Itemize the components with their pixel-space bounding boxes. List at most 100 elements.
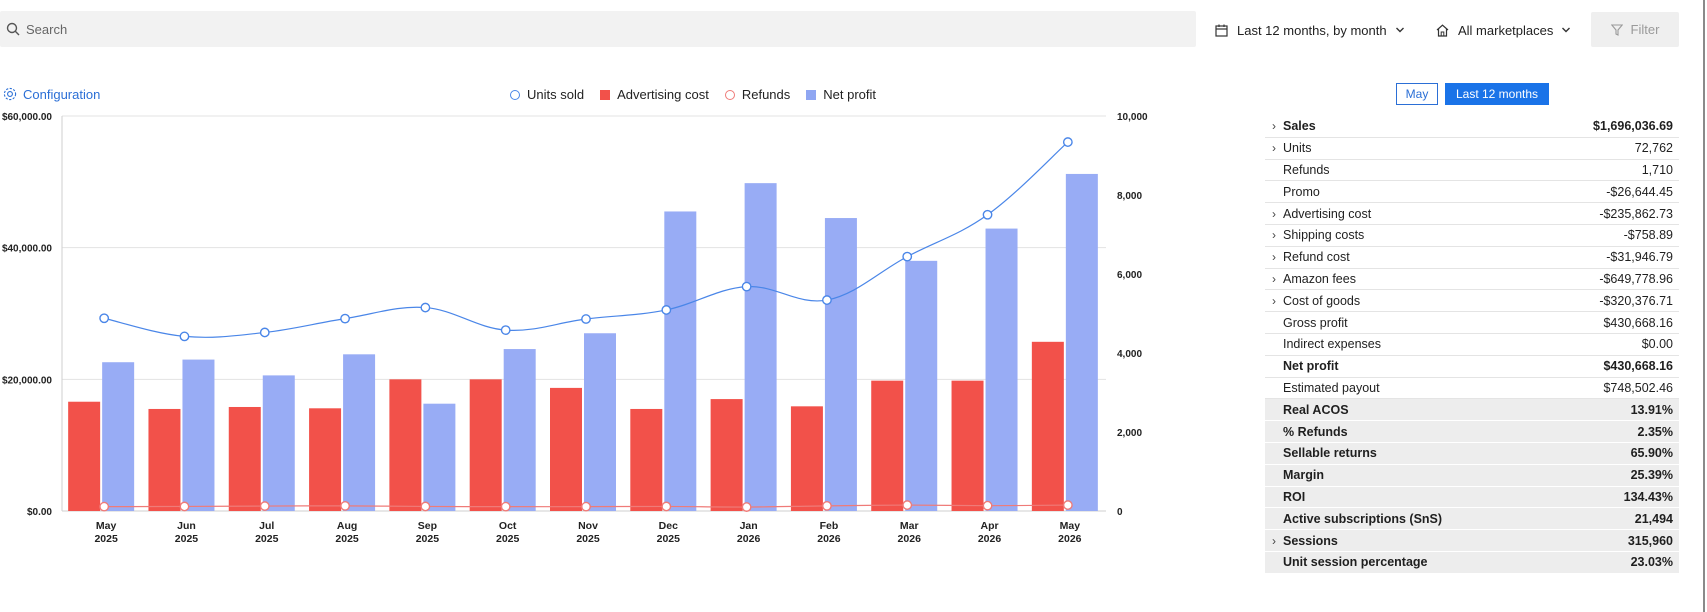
marketplace-dropdown[interactable]: All marketplaces — [1436, 18, 1571, 42]
summary-row-margin: Margin 25.39% — [1265, 464, 1679, 487]
point-units-sold — [340, 313, 350, 324]
summary-value: 2.35% — [1637, 424, 1673, 439]
point-refunds — [420, 501, 431, 512]
filter-icon — [1610, 23, 1623, 36]
summary-label: Amazon fees — [1283, 271, 1356, 286]
chevron-right-icon[interactable]: › — [1272, 271, 1276, 286]
chevron-right-icon[interactable]: › — [1272, 141, 1276, 156]
search-bar[interactable] — [0, 11, 1196, 47]
summary-label: Units — [1283, 141, 1312, 156]
summary-row-shipping-costs[interactable]: › Shipping costs -$758.89 — [1265, 225, 1679, 247]
legend-item-refunds[interactable]: Refunds — [724, 87, 790, 102]
chevron-down-icon — [1395, 27, 1404, 33]
x-tick-label-year: 2025 — [94, 533, 118, 545]
point-units-sold — [99, 313, 110, 324]
y-right-tick-label: 0 — [1117, 507, 1123, 518]
point-refunds — [99, 501, 110, 512]
bar-net-profit — [182, 359, 215, 511]
summary-row-sessions[interactable]: › Sessions 315,960 — [1265, 530, 1679, 552]
search-input[interactable] — [24, 20, 1128, 38]
bar-advertising-cost — [871, 380, 904, 511]
filter-button[interactable]: Filter — [1591, 12, 1679, 47]
summary-label: Indirect expenses — [1283, 337, 1381, 352]
summary-row-net-profit: Net profit $430,668.16 — [1265, 356, 1679, 378]
period-dropdown[interactable]: Last 12 months, by month — [1215, 18, 1405, 42]
y-right-tick-label: 4,000 — [1117, 349, 1142, 360]
summary-label: Sellable returns — [1283, 446, 1377, 461]
chevron-right-icon[interactable]: › — [1272, 119, 1276, 134]
summary-label: % Refunds — [1283, 424, 1348, 439]
y-right-tick-label: 2,000 — [1117, 428, 1142, 439]
summary-value: -$758.89 — [1623, 228, 1673, 243]
point-units-sold — [179, 331, 190, 342]
point-units-sold — [500, 325, 511, 335]
summary-label: Estimated payout — [1283, 380, 1380, 395]
bar-net-profit — [584, 333, 616, 511]
point-refunds — [902, 500, 913, 510]
x-tick-label-month: Nov — [578, 520, 598, 532]
legend-item-advertising-cost[interactable]: Advertising cost — [600, 87, 709, 102]
point-units-sold — [902, 251, 913, 262]
summary-value: 134.43% — [1623, 489, 1673, 504]
summary-row-advertising-cost[interactable]: › Advertising cost -$235,862.73 — [1265, 203, 1679, 225]
summary-row-cost-of-goods[interactable]: › Cost of goods -$320,376.71 — [1265, 290, 1679, 313]
x-tick-label-month: Mar — [900, 520, 919, 532]
x-tick-label-month: May — [96, 520, 117, 532]
summary-label: Margin — [1283, 468, 1324, 483]
bar-advertising-cost — [228, 406, 261, 511]
chevron-right-icon[interactable]: › — [1272, 293, 1276, 308]
legend-item-units-sold[interactable]: Units sold — [510, 87, 584, 102]
summary-value: -$320,376.71 — [1599, 293, 1673, 308]
bar-advertising-cost — [951, 380, 984, 511]
point-units-sold — [420, 302, 431, 313]
summary-row-sellable-returns: Sellable returns 65.90% — [1265, 442, 1679, 465]
bar-advertising-cost — [469, 379, 502, 511]
toggle-last-12-months[interactable]: Last 12 months — [1445, 83, 1549, 105]
home-icon — [1436, 23, 1449, 37]
x-tick-label-year: 2026 — [817, 533, 841, 545]
summary-table: › Sales $1,696,036.69 › Units 72,762 Refunds 1,… — [1265, 116, 1679, 574]
summary-value: 65.90% — [1630, 446, 1673, 461]
x-tick-label-year: 2026 — [1058, 533, 1082, 545]
bar-advertising-cost — [710, 399, 743, 511]
summary-label: Promo — [1283, 184, 1320, 199]
chevron-right-icon[interactable]: › — [1272, 533, 1276, 548]
x-tick-label-year: 2025 — [175, 533, 199, 545]
configuration-link[interactable]: Configuration — [2, 86, 100, 102]
toggle-may[interactable]: May — [1396, 83, 1438, 105]
calendar-icon — [1215, 24, 1228, 37]
x-tick-label-year: 2025 — [657, 533, 681, 545]
x-tick-label-year: 2026 — [898, 533, 922, 545]
legend-label: Units sold — [527, 87, 585, 102]
bar-advertising-cost — [309, 408, 342, 511]
legend-item-net-profit[interactable]: Net profit — [806, 87, 876, 102]
bar-advertising-cost — [550, 387, 582, 511]
point-units-sold — [982, 209, 993, 220]
summary-value: 13.91% — [1630, 402, 1673, 417]
summary-row-units[interactable]: › Units 72,762 — [1265, 138, 1679, 160]
chevron-right-icon[interactable]: › — [1272, 206, 1276, 221]
summary-row-sales[interactable]: › Sales $1,696,036.69 — [1265, 116, 1679, 138]
point-units-sold — [741, 281, 752, 292]
y-right-tick-label: 10,000 — [1117, 112, 1148, 123]
bar-advertising-cost — [1031, 341, 1064, 511]
chevron-right-icon[interactable]: › — [1272, 250, 1276, 265]
x-tick-label-month: Sep — [418, 520, 437, 532]
summary-label: Real ACOS — [1283, 402, 1349, 417]
scrollbar[interactable] — [1703, 0, 1705, 612]
x-tick-label-year: 2025 — [576, 533, 600, 545]
chevron-right-icon[interactable]: › — [1272, 228, 1276, 243]
bar-advertising-cost — [68, 401, 101, 511]
bar-net-profit — [824, 218, 857, 511]
summary-value: 21,494 — [1634, 511, 1673, 526]
summary-row-gross-profit: Gross profit $430,668.16 — [1265, 312, 1679, 334]
summary-row-amazon-fees[interactable]: › Amazon fees -$649,778.96 — [1265, 269, 1679, 291]
y-right-tick-label: 6,000 — [1117, 270, 1142, 281]
summary-row-roi: ROI 134.43% — [1265, 486, 1679, 509]
legend-marker-net-profit — [806, 89, 817, 100]
point-refunds — [661, 501, 672, 512]
legend-marker-units-sold — [510, 89, 520, 100]
point-refunds — [259, 501, 270, 511]
search-icon — [6, 22, 20, 36]
summary-row-refund-cost[interactable]: › Refund cost -$31,946.79 — [1265, 247, 1679, 269]
